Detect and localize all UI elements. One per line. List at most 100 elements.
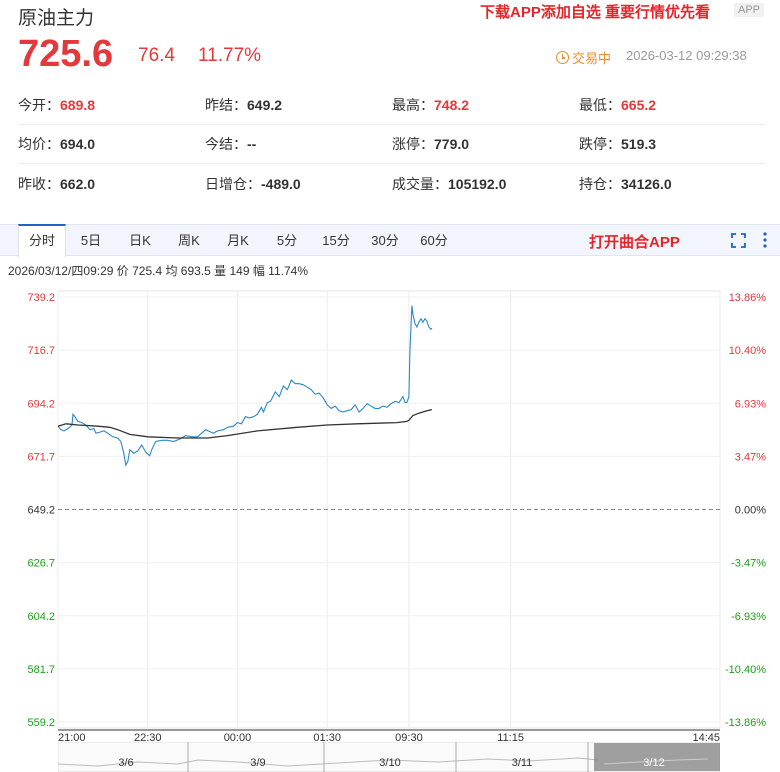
tab-daily-k[interactable]: 日K bbox=[129, 233, 151, 248]
y-tick-label-right: -3.47% bbox=[731, 558, 766, 570]
x-tick-label: 01:30 bbox=[313, 732, 341, 744]
trading-status-label: 交易中 bbox=[572, 51, 612, 66]
intraday-chart[interactable]: 739.2 13.86% 716.7 10.40% 694.2 6.93% 671.7 3.4… bbox=[0, 284, 780, 772]
tab-intraday[interactable]: 分时 bbox=[18, 224, 66, 257]
stat-value: -- bbox=[247, 136, 257, 152]
trading-status: 交易中 bbox=[556, 48, 611, 67]
stat-item: 成交量：105192.0 bbox=[392, 174, 579, 194]
time-navigator[interactable]: 3/6 3/9 3/10 3/11 3/12 bbox=[58, 742, 720, 772]
stat-label: 日增仓： bbox=[205, 175, 261, 192]
y-tick-label-left: 694.2 bbox=[27, 398, 55, 410]
stat-item: 最高：748.2 bbox=[392, 95, 579, 115]
tab-60min[interactable]: 60分 bbox=[420, 233, 448, 248]
x-tick-label: 00:00 bbox=[224, 732, 252, 744]
stat-item: 日增仓：-489.0 bbox=[205, 174, 392, 194]
stat-item: 持仓：34126.0 bbox=[579, 174, 766, 194]
y-tick-label-right: 0.00% bbox=[735, 505, 766, 517]
stat-label: 涨停： bbox=[392, 136, 434, 152]
stats-row: 昨收：662.0 日增仓：-489.0 成交量：105192.0 持仓：3412… bbox=[18, 164, 766, 203]
y-tick-label-right: 3.47% bbox=[735, 451, 766, 463]
stat-item: 今结：-- bbox=[205, 134, 392, 154]
tab-15min[interactable]: 15分 bbox=[322, 233, 350, 248]
x-tick-label: 09:30 bbox=[395, 732, 423, 744]
clock-icon bbox=[556, 51, 569, 64]
y-tick-label-right: -13.86% bbox=[725, 717, 766, 729]
price-line bbox=[57, 305, 433, 467]
stat-label: 跌停： bbox=[579, 136, 621, 152]
navigator-date-label: 3/9 bbox=[250, 757, 265, 769]
stats-grid: 今开：689.8 昨结：649.2 最高：748.2 最低：665.2 均价：6… bbox=[18, 86, 766, 203]
stats-row: 今开：689.8 昨结：649.2 最高：748.2 最低：665.2 bbox=[18, 86, 766, 125]
stat-value: 748.2 bbox=[434, 97, 470, 113]
stat-label: 最高： bbox=[392, 97, 434, 113]
y-tick-label-left: 649.2 bbox=[27, 505, 55, 517]
crosshair-info: 2026/03/12/四09:29 价 725.4 均 693.5 量 149 … bbox=[8, 264, 308, 278]
stat-item: 昨收：662.0 bbox=[18, 174, 205, 194]
stat-label: 昨收： bbox=[18, 175, 60, 192]
y-tick-label-left: 671.7 bbox=[27, 451, 55, 463]
y-tick-label-right: 6.93% bbox=[735, 398, 766, 410]
tab-30min[interactable]: 30分 bbox=[371, 233, 399, 248]
stat-value: -489.0 bbox=[261, 175, 301, 192]
open-app-link[interactable]: 打开曲合APP bbox=[589, 234, 680, 251]
navigator-date-label: 3/6 bbox=[118, 757, 133, 769]
x-tick-label: 21:00 bbox=[58, 732, 86, 744]
tab-monthly-k[interactable]: 月K bbox=[227, 233, 249, 248]
stat-label: 今开： bbox=[18, 97, 60, 113]
stat-label: 成交量： bbox=[392, 175, 448, 192]
y-tick-label-right: -6.93% bbox=[731, 611, 766, 623]
tab-5min[interactable]: 5分 bbox=[276, 233, 298, 248]
price-change-pct: 11.77% bbox=[198, 45, 262, 66]
navigator-date-label: 3/11 bbox=[512, 757, 533, 769]
price-change: 76.4 bbox=[138, 45, 175, 66]
download-app-promo[interactable]: 下载APP添加自选 重要行情优先看 bbox=[480, 4, 711, 21]
fullscreen-icon[interactable] bbox=[731, 233, 746, 248]
average-line bbox=[57, 408, 433, 439]
y-tick-label-left: 739.2 bbox=[27, 292, 55, 304]
stat-label: 持仓： bbox=[579, 175, 621, 192]
tab-5day[interactable]: 5日 bbox=[80, 233, 102, 248]
stat-value: 779.0 bbox=[434, 136, 470, 152]
current-price: 725.6 bbox=[18, 33, 114, 75]
stat-label: 昨结： bbox=[205, 97, 247, 113]
navigator-mini-line bbox=[58, 757, 599, 767]
stat-value: 519.3 bbox=[621, 136, 657, 152]
navigator-selection[interactable] bbox=[594, 743, 720, 771]
y-tick-label-right: 10.40% bbox=[729, 345, 767, 357]
stat-label: 均价： bbox=[18, 136, 60, 152]
y-tick-label-left: 716.7 bbox=[27, 345, 55, 357]
more-icon[interactable] bbox=[762, 231, 768, 249]
stat-value: 689.8 bbox=[60, 97, 96, 113]
stat-item: 均价：694.0 bbox=[18, 134, 205, 154]
stat-value: 105192.0 bbox=[448, 175, 507, 192]
x-tick-label: 11:15 bbox=[497, 732, 524, 744]
stat-item: 最低：665.2 bbox=[579, 95, 766, 115]
stats-row: 均价：694.0 今结：-- 涨停：779.0 跌停：519.3 bbox=[18, 125, 766, 164]
tab-weekly-k[interactable]: 周K bbox=[178, 233, 200, 248]
stat-value: 662.0 bbox=[60, 175, 96, 192]
y-tick-label-right: -10.40% bbox=[725, 664, 766, 676]
navigator-date-label: 3/10 bbox=[379, 757, 400, 769]
app-badge[interactable]: APP bbox=[734, 3, 765, 17]
x-tick-label: 14:45 bbox=[692, 732, 720, 744]
chart-tabs: 分时 5日 日K 周K 月K 5分 15分 30分 60分 打开曲合APP bbox=[0, 224, 780, 257]
stat-value: 34126.0 bbox=[621, 175, 672, 192]
stat-item: 涨停：779.0 bbox=[392, 134, 579, 154]
x-tick-label: 22:30 bbox=[134, 732, 162, 744]
page-title: 原油主力 bbox=[18, 8, 95, 29]
stat-value: 665.2 bbox=[621, 97, 657, 113]
stat-item: 跌停：519.3 bbox=[579, 134, 766, 154]
navigator-date-label: 3/12 bbox=[643, 757, 664, 769]
stat-item: 昨结：649.2 bbox=[205, 95, 392, 115]
stat-value: 694.0 bbox=[60, 136, 96, 152]
navigator-selection-line bbox=[603, 758, 709, 765]
stat-item: 今开：689.8 bbox=[18, 95, 205, 115]
y-tick-label-left: 559.2 bbox=[27, 717, 55, 729]
y-tick-label-left: 604.2 bbox=[27, 611, 55, 623]
stat-value: 649.2 bbox=[247, 97, 283, 113]
stat-label: 最低： bbox=[579, 97, 621, 113]
quote-timestamp: 2026-03-12 09:29:38 bbox=[626, 48, 747, 63]
y-tick-label-left: 626.7 bbox=[27, 558, 55, 570]
y-tick-label-right: 13.86% bbox=[729, 292, 767, 304]
y-tick-label-left: 581.7 bbox=[27, 664, 55, 676]
